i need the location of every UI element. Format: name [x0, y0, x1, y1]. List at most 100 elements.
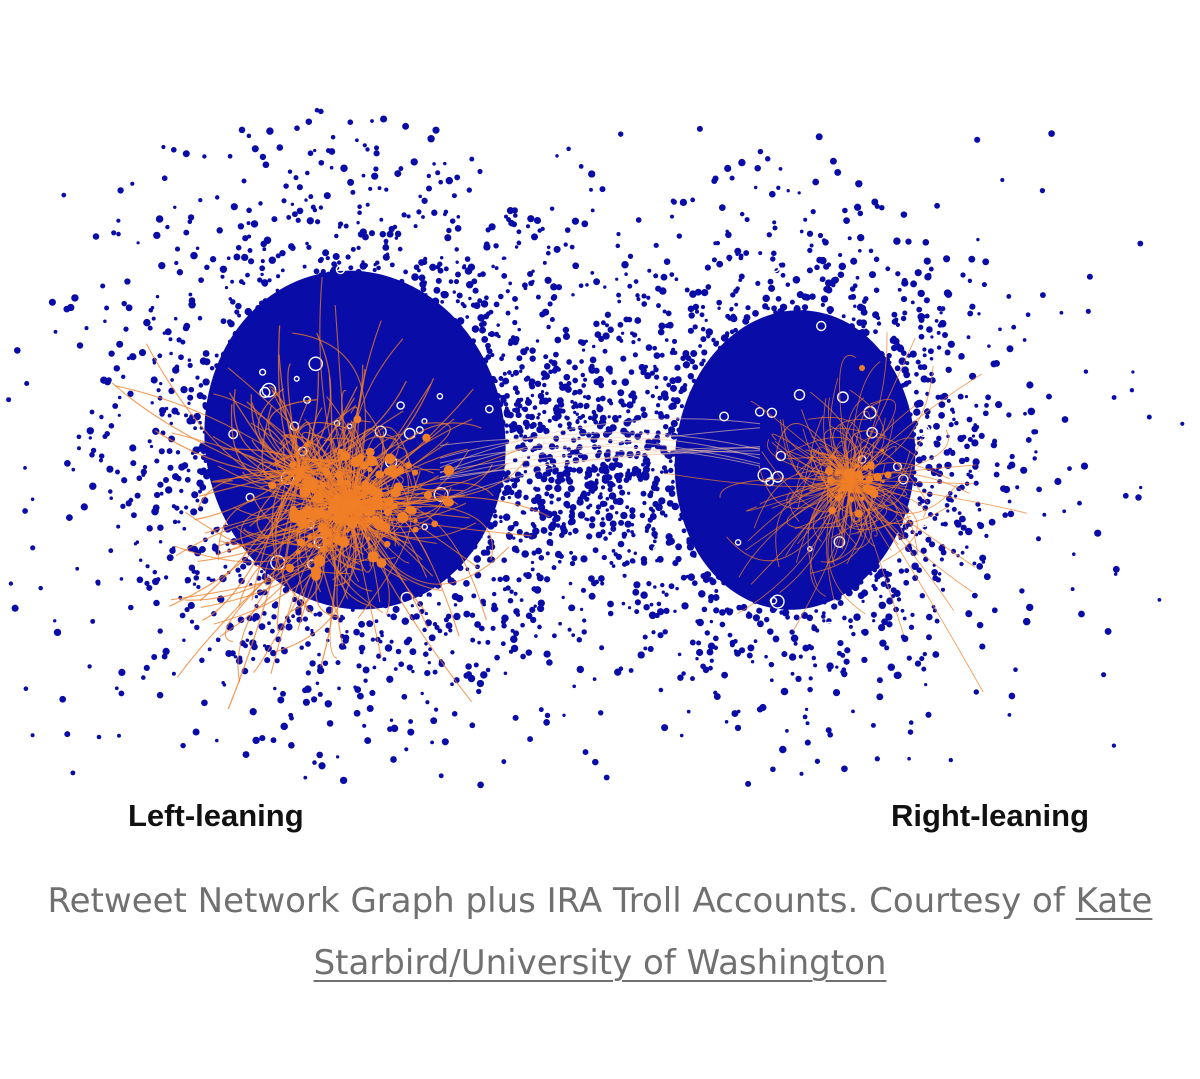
- account-node: [471, 407, 476, 412]
- account-node: [979, 643, 986, 650]
- account-node: [545, 551, 550, 556]
- account-node: [800, 378, 808, 386]
- account-node: [788, 413, 793, 418]
- account-node: [302, 616, 308, 622]
- account-node: [624, 520, 632, 528]
- account-node: [347, 319, 352, 325]
- account-node: [441, 398, 450, 406]
- account-node: [522, 419, 530, 427]
- account-node: [861, 575, 865, 579]
- account-node: [568, 581, 573, 586]
- account-node: [976, 237, 980, 242]
- account-node: [11, 604, 19, 612]
- account-node: [498, 515, 503, 520]
- account-node: [165, 224, 170, 230]
- account-node: [646, 295, 651, 300]
- account-node: [642, 473, 650, 481]
- account-node: [918, 333, 925, 340]
- account-node: [621, 378, 630, 386]
- account-node: [453, 317, 458, 323]
- account-node: [731, 710, 739, 718]
- account-node: [882, 568, 887, 572]
- account-node: [894, 365, 901, 372]
- account-node: [115, 469, 120, 475]
- account-node: [318, 108, 324, 115]
- account-node: [537, 599, 545, 607]
- account-node: [121, 300, 127, 307]
- account-node: [408, 354, 416, 361]
- account-node: [421, 588, 426, 594]
- account-node: [861, 384, 869, 392]
- account-node: [744, 397, 749, 403]
- account-node: [590, 271, 595, 275]
- account-node: [827, 668, 832, 672]
- account-node: [964, 456, 970, 463]
- account-node: [800, 401, 808, 408]
- account-node: [885, 570, 890, 575]
- account-node: [608, 370, 613, 375]
- account-node: [621, 260, 629, 269]
- account-node: [800, 309, 808, 317]
- account-node: [549, 500, 554, 505]
- account-node: [433, 303, 439, 309]
- account-node: [572, 364, 578, 371]
- account-node: [751, 333, 756, 338]
- account-node: [1006, 464, 1013, 470]
- account-node: [308, 341, 317, 349]
- account-node: [231, 378, 237, 384]
- account-node: [323, 192, 331, 200]
- account-node: [594, 331, 602, 338]
- account-node: [571, 217, 580, 225]
- account-node: [425, 185, 433, 192]
- account-node: [762, 417, 769, 423]
- account-node: [140, 468, 147, 476]
- account-node: [823, 586, 831, 594]
- account-node: [841, 342, 848, 348]
- account-node: [563, 491, 571, 498]
- account-node: [451, 193, 457, 199]
- account-node: [155, 508, 159, 513]
- account-node: [746, 388, 750, 393]
- account-node: [406, 214, 411, 219]
- account-node: [424, 669, 431, 677]
- account-node: [418, 194, 422, 199]
- account-node: [316, 611, 323, 617]
- account-node: [448, 279, 454, 284]
- account-node: [354, 346, 360, 352]
- account-node: [868, 271, 877, 279]
- account-node: [764, 321, 769, 326]
- account-node: [389, 639, 394, 644]
- account-node: [694, 525, 701, 532]
- account-node: [708, 392, 713, 397]
- account-node: [595, 397, 601, 403]
- account-node: [360, 272, 365, 277]
- account-node: [731, 470, 736, 475]
- account-node: [234, 309, 240, 315]
- account-node: [933, 440, 939, 446]
- account-node: [112, 403, 119, 409]
- account-node: [602, 332, 610, 340]
- account-node: [88, 436, 92, 440]
- account-node: [768, 421, 776, 429]
- account-node: [442, 367, 450, 375]
- account-node: [591, 344, 596, 349]
- account-node: [691, 465, 697, 471]
- account-node: [766, 306, 770, 311]
- account-node: [943, 255, 951, 263]
- account-node: [838, 262, 847, 271]
- account-node: [753, 391, 758, 396]
- account-node: [724, 568, 730, 574]
- account-node: [969, 303, 976, 310]
- account-node: [712, 175, 719, 182]
- account-node: [311, 365, 319, 373]
- account-node: [781, 608, 790, 617]
- account-node: [736, 521, 742, 527]
- account-node: [626, 409, 631, 414]
- account-node: [872, 372, 879, 379]
- account-node: [404, 747, 409, 752]
- account-node: [334, 233, 339, 239]
- account-node: [257, 398, 263, 405]
- account-node: [658, 497, 666, 505]
- account-node: [671, 199, 677, 205]
- account-node: [535, 487, 541, 492]
